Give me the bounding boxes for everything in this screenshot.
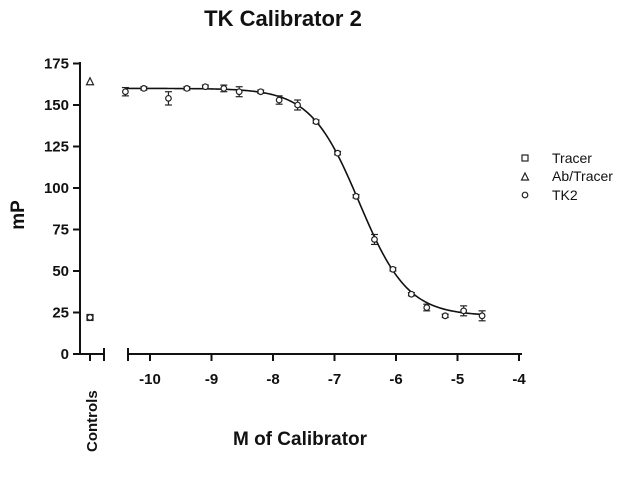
chart-title: TK Calibrator 2 (204, 6, 362, 31)
data-point-tk2 (352, 192, 360, 200)
y-tick-label: 175 (44, 56, 69, 73)
data-point-tk2 (334, 149, 341, 157)
data-point-tk2 (121, 88, 129, 96)
control-point-triangle (85, 76, 95, 86)
x-tick-label: -10 (139, 371, 161, 388)
x-axis-ticks: -10 -9 -8 -7 -6 -5 -4 (139, 354, 526, 388)
x-axis-label: M of Calibrator (233, 429, 368, 450)
y-tick-label: 150 (44, 97, 69, 114)
y-tick-label: 125 (44, 139, 69, 156)
square-marker-icon (521, 154, 529, 162)
fit-curve (125, 87, 483, 316)
x-tick-label: -8 (266, 371, 279, 388)
legend-label-tracer: Tracer (552, 150, 592, 166)
legend-item-tracer: Tracer (521, 150, 592, 166)
legend-label-tk2: TK2 (552, 187, 578, 203)
x-tick-label: -6 (389, 371, 402, 388)
data-point-tk2 (441, 312, 449, 320)
legend: Tracer Ab/Tracer TK2 (520, 150, 613, 203)
x-tick-label: -9 (205, 371, 218, 388)
control-markers (85, 76, 95, 322)
y-axis-ticks: 0 25 50 75 100 125 150 175 (44, 56, 80, 363)
data-point-tk2 (165, 94, 172, 102)
data-point-tk2 (201, 83, 209, 91)
data-points (121, 83, 486, 322)
y-tick-label: 0 (61, 346, 69, 363)
control-point-circle (86, 314, 94, 321)
data-point-tk2 (140, 84, 148, 92)
x-tick-label: -7 (328, 371, 341, 388)
data-point-tk2 (183, 84, 191, 92)
y-tick-label: 50 (52, 263, 69, 280)
controls-label: Controls (84, 390, 101, 452)
data-point-tk2 (220, 84, 228, 92)
y-tick-label: 100 (44, 180, 69, 197)
x-tick-label: -4 (512, 371, 526, 388)
data-point-tk2 (460, 307, 468, 315)
legend-item-ab-tracer: Ab/Tracer (520, 168, 613, 184)
data-point-tk2 (407, 290, 415, 298)
data-point-tk2 (423, 304, 431, 311)
y-tick-label: 25 (52, 305, 69, 322)
data-point-tk2 (312, 118, 320, 125)
data-point-tk2 (275, 96, 283, 104)
triangle-marker-icon (520, 171, 530, 181)
data-point-tk2 (235, 88, 243, 96)
y-tick-label: 75 (52, 222, 69, 239)
data-point-tk2 (478, 312, 486, 320)
legend-label-ab-tracer: Ab/Tracer (552, 168, 613, 184)
data-point-tk2 (371, 236, 378, 243)
data-point-tk2 (257, 88, 265, 96)
y-axis-label: mP (8, 200, 29, 230)
legend-item-tk2: TK2 (521, 187, 578, 203)
data-point-tk2 (389, 265, 397, 273)
data-point-tk2 (294, 101, 302, 109)
x-tick-label: -5 (451, 371, 464, 388)
circle-marker-icon (521, 191, 529, 199)
